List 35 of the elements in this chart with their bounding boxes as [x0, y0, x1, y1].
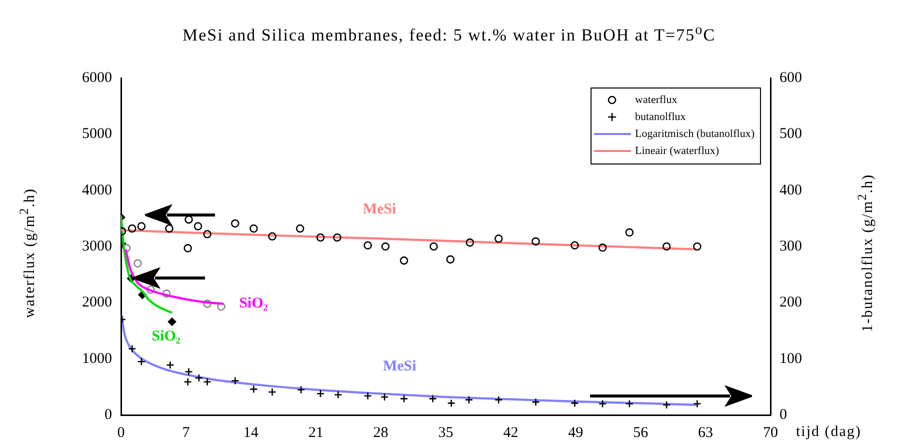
- legend-label: Logaritmisch (butanolflux): [635, 128, 755, 140]
- y-tick-label: 0: [104, 406, 112, 423]
- x-axis-title: tijd (dag): [796, 424, 862, 441]
- x-tick-label: 35: [438, 424, 454, 441]
- legend-label: waterflux: [635, 94, 678, 106]
- chart-title: MeSi and Silica membranes, feed: 5 wt.% water in BuOH at T=75$^{o}$C: [181, 22, 717, 46]
- x-tick-label: 7: [182, 424, 190, 441]
- y2-tick-label: 600: [780, 70, 802, 86]
- x-tick-label: 49: [568, 424, 584, 441]
- y-tick-label: 4000: [82, 182, 112, 198]
- y-tick-label: 1000: [82, 350, 112, 367]
- annotation: MeSi: [362, 201, 396, 218]
- annotation: MeSi: [382, 358, 416, 375]
- y-tick-label: 2000: [82, 294, 112, 311]
- y2-tick-label: 400: [780, 182, 802, 198]
- x-tick-label: 42: [503, 424, 518, 441]
- x-tick-label: 70: [763, 424, 778, 441]
- y2-tick-label: 0: [780, 406, 787, 423]
- y2-tick-label: 200: [780, 294, 802, 311]
- y-tick-label: 5000: [82, 126, 112, 142]
- series-label: SiO₂: [152, 328, 181, 345]
- y2-tick-label: 300: [780, 238, 802, 254]
- legend-label: butanolflux: [635, 110, 686, 123]
- x-tick-label: 63: [698, 424, 714, 441]
- x-tick-label: 56: [633, 424, 649, 441]
- legend-label: Lineair (waterflux): [635, 144, 720, 157]
- y2-tick-label: 100: [780, 350, 802, 367]
- x-tick-label: 0: [117, 424, 125, 441]
- x-tick-label: 14: [243, 424, 259, 441]
- y2-tick-label: 500: [780, 126, 802, 142]
- x-tick-label: 21: [308, 424, 324, 441]
- series-label: SiO₂: [239, 296, 268, 312]
- x-tick-label: 28: [373, 424, 388, 441]
- y-tick-label: 3000: [82, 238, 112, 254]
- y-tick-label: 6000: [82, 70, 112, 86]
